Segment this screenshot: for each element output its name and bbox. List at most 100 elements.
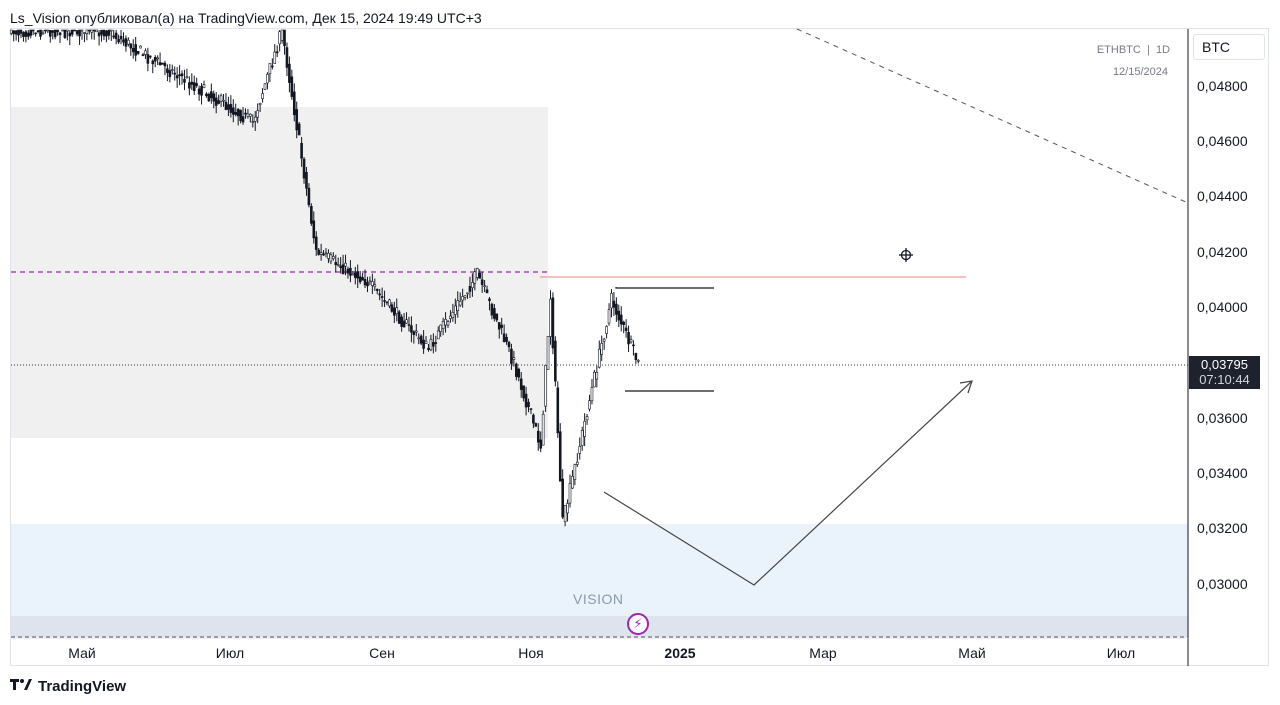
candle-body bbox=[314, 236, 318, 250]
candle-body bbox=[541, 413, 545, 446]
candle-body bbox=[253, 116, 257, 122]
candle-body bbox=[627, 331, 630, 345]
candle-body bbox=[224, 101, 228, 110]
candle-body bbox=[134, 44, 137, 56]
candle-body bbox=[153, 56, 157, 62]
y-tick-label: 0,03000 bbox=[1197, 576, 1248, 592]
candle-body bbox=[361, 277, 364, 281]
candle-body bbox=[329, 254, 333, 262]
candle-body bbox=[278, 31, 281, 45]
gray-zone bbox=[11, 107, 548, 438]
candle-body bbox=[107, 29, 111, 36]
candle-body bbox=[249, 113, 252, 117]
candle-body bbox=[634, 352, 638, 360]
candle-body bbox=[195, 83, 198, 86]
candle-body bbox=[19, 29, 23, 34]
candle-body bbox=[78, 29, 81, 37]
candle-body bbox=[114, 32, 118, 40]
candle-body bbox=[517, 368, 521, 378]
candle-body bbox=[393, 307, 396, 316]
candle-body bbox=[461, 296, 464, 301]
y-tick-label: 0,04600 bbox=[1197, 133, 1248, 149]
candle-body bbox=[344, 262, 347, 267]
candle-body bbox=[556, 387, 560, 434]
publication-header: Ls_Vision опубликовал(а) на TradingView.… bbox=[10, 10, 482, 26]
candle-body bbox=[578, 446, 582, 454]
x-tick-label: Июл bbox=[216, 645, 244, 661]
candle-body bbox=[551, 297, 555, 349]
candle-body bbox=[190, 81, 194, 85]
candle-body bbox=[327, 253, 330, 259]
candle-body bbox=[236, 108, 240, 117]
x-tick-label: Ноя bbox=[518, 645, 543, 661]
candle-body bbox=[612, 300, 616, 308]
candle-body bbox=[170, 69, 174, 71]
candle-body bbox=[263, 83, 267, 90]
candle-body bbox=[17, 29, 20, 36]
candle-body bbox=[200, 85, 203, 96]
candle-body bbox=[410, 325, 413, 333]
candle-body bbox=[507, 342, 511, 348]
candle-body bbox=[207, 93, 211, 102]
candle-body bbox=[373, 284, 377, 287]
y-tick-label: 0,03400 bbox=[1197, 465, 1248, 481]
candle-body bbox=[466, 292, 469, 295]
symbol-date: 12/15/2024 bbox=[1112, 66, 1168, 78]
candle-body bbox=[97, 32, 101, 37]
candle-body bbox=[615, 303, 618, 315]
candle-body bbox=[146, 54, 150, 64]
candle-body bbox=[246, 113, 250, 117]
candle-body bbox=[202, 84, 206, 89]
candle-body bbox=[292, 91, 296, 116]
candle-body bbox=[405, 319, 408, 324]
tradingview-footer[interactable]: TradingView bbox=[10, 677, 126, 696]
candle-body bbox=[41, 32, 45, 35]
candle-body bbox=[456, 300, 460, 311]
candle-body bbox=[407, 324, 411, 326]
candle-body bbox=[22, 32, 25, 37]
candle-body bbox=[27, 32, 30, 37]
candle-body bbox=[622, 321, 625, 325]
candle-body bbox=[402, 320, 406, 328]
x-tick-label: Сен bbox=[369, 645, 395, 661]
candle-body bbox=[417, 337, 421, 340]
candle-body bbox=[100, 29, 103, 35]
candle-body bbox=[368, 280, 372, 283]
candle-body bbox=[400, 316, 403, 327]
candle-body bbox=[378, 293, 381, 296]
candle-body bbox=[414, 330, 418, 333]
candle-body bbox=[275, 51, 279, 54]
candle-body bbox=[495, 313, 499, 321]
candle-body bbox=[239, 109, 242, 122]
lightning-icon[interactable]: ⚡ bbox=[627, 613, 649, 635]
candle-body bbox=[302, 158, 306, 179]
candle-body bbox=[600, 343, 604, 355]
y-tick-label: 0,04400 bbox=[1197, 188, 1248, 204]
quote-currency-button[interactable]: BTC bbox=[1193, 34, 1265, 60]
candle-body bbox=[422, 339, 425, 349]
candle-body bbox=[251, 121, 255, 123]
candle-body bbox=[502, 333, 506, 343]
candle-body bbox=[68, 32, 72, 37]
candle-body bbox=[497, 322, 501, 330]
candle-body bbox=[139, 45, 142, 49]
symbol-pair: ETHBTC bbox=[1096, 44, 1141, 56]
candle-body bbox=[112, 35, 116, 38]
symbol-info: ETHBTC | 1D bbox=[1097, 44, 1170, 56]
candle-body bbox=[48, 30, 52, 37]
candle-body bbox=[510, 348, 513, 364]
candle-body bbox=[349, 267, 352, 276]
candle-body bbox=[632, 344, 635, 347]
candle-body bbox=[92, 29, 96, 32]
projection-arrowhead bbox=[959, 380, 973, 394]
candle-body bbox=[158, 62, 162, 66]
candle-body bbox=[214, 97, 218, 106]
dashed-trendline bbox=[796, 28, 1189, 204]
candle-body bbox=[629, 339, 633, 343]
candle-body bbox=[383, 300, 386, 302]
candle-body bbox=[231, 107, 235, 115]
candle-body bbox=[166, 68, 169, 73]
candle-body bbox=[566, 503, 569, 514]
candle-body bbox=[505, 336, 508, 342]
